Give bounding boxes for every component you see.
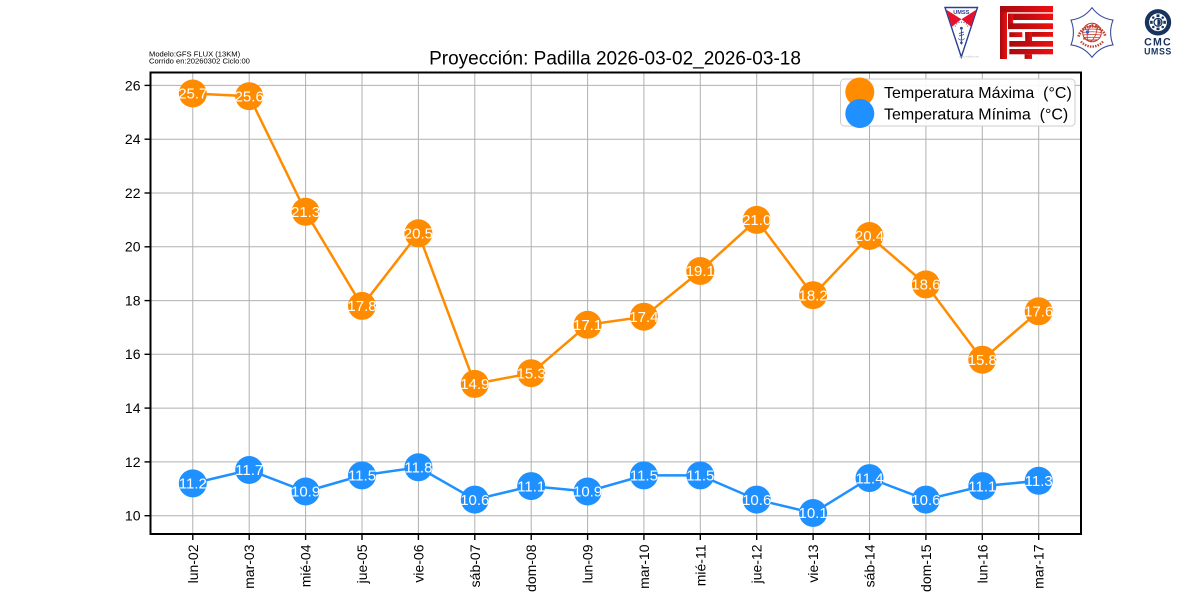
svg-text:11.3: 11.3	[1025, 473, 1053, 490]
svg-text:12: 12	[125, 454, 141, 470]
svg-text:21.3: 21.3	[291, 204, 320, 221]
svg-text:19.1: 19.1	[686, 263, 715, 280]
svg-text:11.1: 11.1	[968, 478, 996, 495]
svg-text:25.7: 25.7	[178, 86, 207, 103]
svg-text:20.5: 20.5	[404, 226, 433, 243]
svg-text:Modelo:GFS FLUX (13KM): Modelo:GFS FLUX (13KM)	[149, 49, 241, 58]
svg-text:mar-10: mar-10	[636, 544, 652, 589]
svg-text:UMSS: UMSS	[953, 10, 969, 16]
svg-text:22: 22	[125, 185, 141, 201]
svg-text:11.8: 11.8	[404, 460, 432, 477]
svg-text:14.9: 14.9	[460, 376, 489, 393]
svg-text:vie-13: vie-13	[805, 544, 821, 582]
svg-text:Temperatura Mínima (°C): Temperatura Mínima (°C)	[884, 107, 1068, 124]
svg-text:11.2: 11.2	[179, 476, 207, 493]
svg-text:11.4: 11.4	[855, 470, 883, 487]
svg-text:CMC: CMC	[1144, 36, 1172, 48]
svg-text:Proyección: Padilla 2026-03-02: Proyección: Padilla 2026-03-02_2026-03-1…	[429, 49, 801, 70]
svg-text:11.1: 11.1	[517, 478, 545, 495]
svg-text:mié-11: mié-11	[692, 544, 708, 586]
svg-text:Corrido en:20260302 Ciclo:00: Corrido en:20260302 Ciclo:00	[149, 56, 250, 65]
svg-text:17.4: 17.4	[629, 309, 658, 326]
svg-text:10.6: 10.6	[911, 492, 940, 509]
svg-text:25.6: 25.6	[235, 88, 264, 105]
svg-text:15.3: 15.3	[517, 365, 546, 382]
svg-text:18: 18	[125, 293, 141, 309]
svg-text:jue-05: jue-05	[354, 544, 370, 584]
svg-text:21.0: 21.0	[742, 212, 771, 229]
svg-text:sáb-14: sáb-14	[862, 544, 878, 587]
svg-text:15.8: 15.8	[968, 352, 997, 369]
svg-text:10.6: 10.6	[742, 492, 771, 509]
svg-text:lun-09: lun-09	[580, 544, 596, 583]
svg-text:sáb-07: sáb-07	[467, 544, 483, 587]
svg-text:dom-15: dom-15	[918, 544, 934, 592]
svg-text:10: 10	[125, 508, 141, 524]
svg-text:20: 20	[125, 239, 141, 255]
svg-text:mar-17: mar-17	[1031, 544, 1047, 589]
svg-text:lun-02: lun-02	[185, 544, 201, 583]
svg-text:UMSS: UMSS	[1144, 47, 1172, 57]
svg-text:18.6: 18.6	[911, 277, 940, 294]
svg-text:17.8: 17.8	[347, 298, 376, 315]
svg-text:17.6: 17.6	[1024, 304, 1053, 321]
svg-text:14: 14	[125, 400, 141, 416]
svg-text:10.9: 10.9	[291, 484, 320, 501]
svg-text:www.mediafire.com: www.mediafire.com	[959, 56, 979, 59]
svg-text:10.6: 10.6	[460, 492, 489, 509]
svg-text:11.5: 11.5	[630, 468, 658, 485]
svg-text:17.1: 17.1	[573, 317, 602, 334]
svg-text:10.9: 10.9	[573, 484, 602, 501]
svg-text:mié-04: mié-04	[298, 544, 314, 587]
svg-text:26: 26	[125, 77, 141, 93]
svg-text:jue-12: jue-12	[749, 544, 765, 584]
svg-text:10.1: 10.1	[798, 505, 827, 522]
svg-text:18.2: 18.2	[798, 287, 827, 304]
svg-text:lun-16: lun-16	[974, 544, 990, 583]
svg-text:11.5: 11.5	[686, 468, 714, 485]
svg-text:dom-08: dom-08	[523, 544, 539, 592]
svg-text:20.4: 20.4	[855, 228, 884, 245]
svg-text:16: 16	[125, 346, 141, 362]
svg-text:11.7: 11.7	[235, 462, 263, 479]
svg-text:vie-06: vie-06	[410, 544, 426, 582]
svg-text:11.5: 11.5	[348, 468, 376, 485]
svg-text:mar-03: mar-03	[241, 544, 257, 589]
svg-text:Temperatura Máxima (°C): Temperatura Máxima (°C)	[884, 85, 1072, 102]
svg-text:24: 24	[125, 131, 141, 147]
